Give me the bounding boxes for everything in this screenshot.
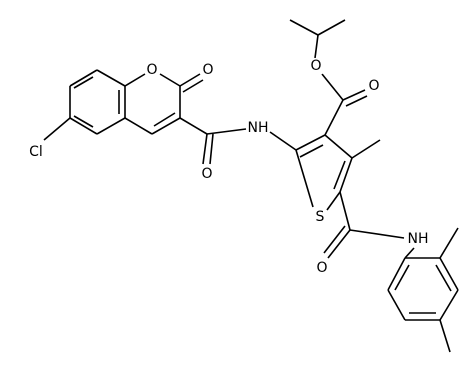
atom-label: NH [248, 120, 269, 136]
bond [326, 191, 341, 211]
bond [317, 19, 346, 36]
atom-label: O [146, 62, 157, 78]
bond [349, 229, 405, 239]
label-background [28, 144, 44, 160]
label-background [315, 260, 329, 276]
bond [394, 264, 410, 291]
atom-label: O [202, 62, 213, 78]
bonds [43, 19, 459, 353]
bond [295, 134, 326, 151]
label-background [309, 58, 323, 74]
bond [289, 19, 319, 36]
label-background [367, 78, 381, 94]
bond [387, 289, 406, 321]
bond [342, 89, 366, 101]
bond [96, 117, 126, 135]
bond [333, 160, 346, 190]
bond [73, 115, 94, 128]
bond [345, 95, 368, 107]
label-background [314, 209, 326, 225]
atom-label: NH [408, 231, 429, 247]
bond [269, 131, 297, 151]
bond [439, 319, 451, 353]
bond [96, 69, 126, 87]
bond [351, 139, 381, 159]
bond [202, 133, 208, 165]
bond [206, 128, 247, 135]
atom-label: O [316, 260, 327, 276]
bond [324, 134, 353, 159]
bond [299, 144, 324, 158]
bond [209, 133, 214, 165]
bond [179, 117, 208, 135]
label-background [145, 62, 159, 78]
bond [182, 79, 204, 93]
bond [321, 73, 344, 101]
label-background [406, 231, 430, 247]
bond [439, 257, 459, 291]
bond [404, 247, 415, 259]
bond [435, 264, 452, 292]
bond [69, 117, 98, 135]
atom-label: O [310, 58, 321, 74]
bond [43, 117, 71, 141]
bond [69, 69, 98, 87]
bond [339, 157, 353, 193]
label-background [246, 120, 270, 136]
label-background [200, 166, 214, 182]
atom-label: Cl [29, 144, 43, 160]
bond [339, 191, 351, 231]
bond [324, 99, 344, 136]
bond [124, 117, 153, 135]
bond [295, 149, 314, 208]
bond [327, 229, 351, 259]
bond [323, 225, 346, 254]
bond [439, 289, 459, 321]
bond [124, 73, 146, 87]
atom-label: O [368, 78, 379, 94]
label-background [201, 62, 215, 78]
bond [73, 76, 94, 89]
atom-label: O [201, 166, 212, 182]
bond [153, 112, 176, 127]
bond [314, 34, 319, 59]
bond [179, 73, 201, 87]
bond [151, 117, 181, 135]
atom-label: S [316, 209, 325, 225]
bond [159, 73, 181, 87]
bond [439, 227, 459, 259]
bond [387, 257, 406, 291]
